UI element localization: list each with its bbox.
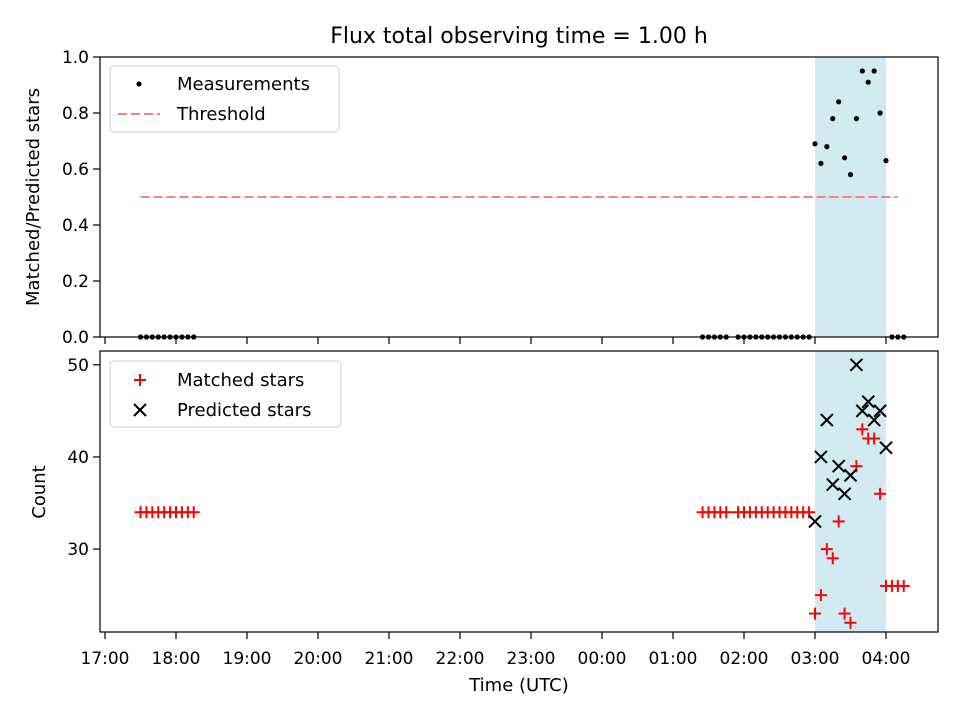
matched-star-point (820, 543, 833, 556)
measurement-point (836, 99, 842, 105)
top-y-tick-label: 0.8 (62, 104, 89, 124)
x-tick-label: 00:00 (578, 649, 627, 669)
top-y-tick-label: 0.4 (62, 216, 89, 236)
legend-predicted-label: Predicted stars (177, 400, 311, 421)
top-y-tick-label: 0.0 (62, 328, 89, 348)
x-tick-label: 22:00 (436, 649, 485, 669)
chart-title: Flux total observing time = 1.00 h (330, 24, 708, 49)
bottom-plot-frame (99, 350, 939, 633)
top-plot-frame (99, 56, 939, 338)
predicted-star-point (831, 459, 846, 473)
bottom-legend: Matched stars Predicted stars (109, 360, 342, 428)
x-axis-label: Time (UTC) (468, 675, 569, 696)
matched-star-point (868, 432, 881, 445)
x-tick-label: 04:00 (862, 649, 911, 669)
matched-star-point (814, 589, 827, 602)
measurement-point (871, 68, 877, 74)
predicted-star-point (873, 404, 887, 418)
matched-star-point (897, 579, 910, 592)
measurement-point (812, 141, 818, 147)
x-tick-label: 01:00 (649, 649, 698, 669)
measurement-point (877, 110, 883, 116)
matched-star-point (838, 607, 851, 620)
bottom-y-axis-label: Count (29, 465, 50, 518)
predicted-star-point (867, 413, 881, 427)
predicted-star-point (826, 477, 840, 492)
top-y-tick-label: 0.2 (62, 272, 89, 292)
x-tick-label: 03:00 (791, 649, 840, 669)
top-y-axis-label: Matched/Predicted stars (23, 88, 44, 306)
x-tick-label: 18:00 (152, 649, 201, 669)
x-tick-label: 23:00 (507, 649, 556, 669)
matched-star-point (832, 515, 845, 528)
matched-star-point (874, 487, 887, 500)
measurement-point (865, 79, 871, 85)
bottom-y-tick-label: 50 (67, 356, 89, 376)
bottom-y-tick-label: 30 (67, 540, 89, 560)
legend-threshold-label: Threshold (176, 104, 266, 125)
measurement-point (853, 116, 860, 122)
measurement-point (841, 155, 848, 161)
legend-matched-marker (134, 374, 146, 386)
predicted-star-point (820, 413, 834, 427)
x-tick-label: 21:00 (365, 649, 414, 669)
matched-star-point (844, 616, 857, 629)
measurement-point (847, 172, 854, 178)
measurement-point (818, 160, 824, 166)
x-tick-label: 17:00 (81, 649, 130, 669)
measurement-point (859, 68, 865, 74)
legend-measurements-label: Measurements (177, 74, 310, 95)
top-legend: Measurements Threshold (109, 65, 340, 133)
legend-predicted-marker (133, 403, 147, 417)
legend-measurements-marker (136, 81, 142, 87)
legend-matched-label: Matched stars (177, 370, 304, 391)
matched-star-point (826, 552, 839, 565)
matched-star-point (809, 607, 821, 620)
measurement-point (830, 116, 836, 122)
predicted-star-point (808, 514, 822, 529)
bot-band-highlight (815, 351, 886, 632)
x-tick-label: 19:00 (223, 649, 272, 669)
predicted-star-point (849, 358, 864, 372)
predicted-star-point (837, 487, 852, 501)
predicted-star-point (814, 450, 828, 464)
predicted-star-point (861, 394, 875, 409)
predicted-star-point (843, 468, 858, 483)
predicted-star-point (879, 441, 893, 455)
predicted-star-point (855, 404, 870, 418)
bottom-y-tick-label: 40 (67, 448, 89, 468)
top-y-tick-label: 1.0 (62, 48, 89, 68)
x-tick-label: 20:00 (294, 649, 343, 669)
matched-star-point (187, 506, 200, 519)
matched-star-point (720, 506, 733, 519)
measurement-point (824, 144, 830, 150)
top-y-tick-label: 0.6 (62, 160, 89, 180)
matched-star-point (856, 423, 869, 436)
x-tick-label: 02:00 (720, 649, 769, 669)
measurement-point (883, 158, 889, 164)
